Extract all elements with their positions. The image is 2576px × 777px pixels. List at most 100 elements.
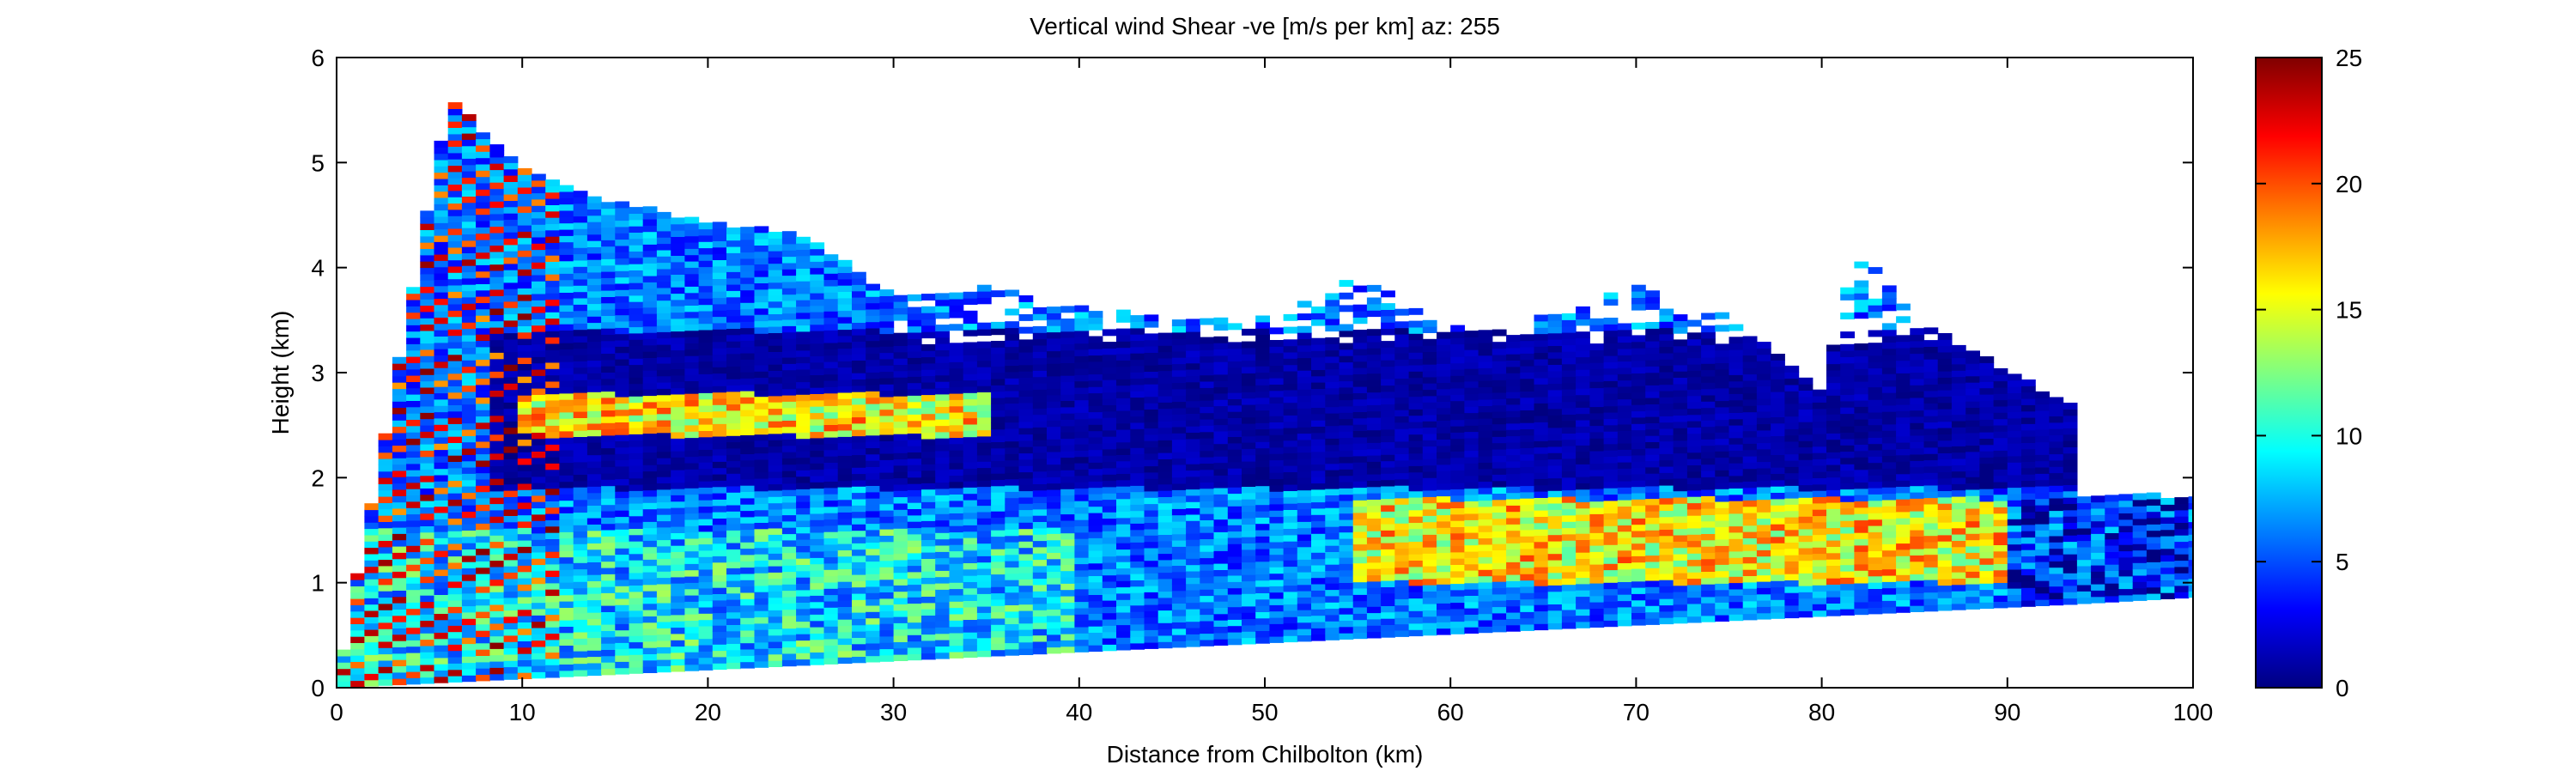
heatmap-cell <box>461 322 477 330</box>
heatmap-cell <box>476 649 490 656</box>
heatmap-cell <box>837 625 853 633</box>
heatmap-cell <box>712 385 727 393</box>
heatmap-cell <box>1269 422 1285 429</box>
heatmap-cell <box>726 334 741 342</box>
heatmap-cell <box>1450 426 1465 433</box>
heatmap-cell <box>866 479 880 486</box>
heatmap-cell <box>406 634 421 640</box>
heatmap-cell <box>1200 469 1215 477</box>
heatmap-cell <box>1227 417 1242 425</box>
heatmap-cell <box>823 355 839 362</box>
heatmap-cell <box>935 595 950 603</box>
heatmap-cell <box>921 319 936 326</box>
heatmap-cell <box>656 356 671 364</box>
heatmap-cell <box>935 646 950 653</box>
heatmap-cell <box>684 531 700 539</box>
heatmap-cell <box>629 666 644 674</box>
heatmap-cell <box>1297 408 1312 416</box>
heatmap-cell <box>350 617 365 624</box>
heatmap-cell <box>1213 537 1229 545</box>
heatmap-cell <box>489 396 505 404</box>
heatmap-cell <box>976 461 992 469</box>
heatmap-cell <box>949 431 964 438</box>
heatmap-cell <box>1130 491 1145 499</box>
heatmap-cell <box>1018 560 1034 568</box>
heatmap-cell <box>1478 607 1493 615</box>
heatmap-cell <box>1171 376 1187 384</box>
heatmap-cell <box>1394 554 1410 562</box>
heatmap-cell <box>1269 629 1285 637</box>
heatmap-cell <box>1464 380 1479 388</box>
heatmap-cell <box>1381 580 1395 587</box>
heatmap-cell <box>1339 544 1354 552</box>
heatmap-cell <box>420 658 435 665</box>
heatmap-cell <box>1422 319 1437 327</box>
heatmap-cell <box>726 309 741 317</box>
heatmap-cell <box>1297 591 1312 598</box>
heatmap-cell <box>1200 576 1215 584</box>
heatmap-cell <box>1130 428 1145 436</box>
heatmap-cell <box>1311 356 1326 364</box>
heatmap-cell <box>837 398 853 406</box>
heatmap-cell <box>642 433 658 440</box>
heatmap-cell <box>350 604 365 612</box>
heatmap-cell <box>1269 491 1285 499</box>
heatmap-cell <box>684 607 700 615</box>
heatmap-cell <box>1116 392 1131 398</box>
heatmap-cell <box>921 590 936 597</box>
heatmap-cell <box>489 541 505 549</box>
heatmap-cell <box>1311 577 1326 585</box>
heatmap-cell <box>712 265 727 273</box>
heatmap-cell <box>1269 484 1285 492</box>
heatmap-cell <box>517 665 532 673</box>
heatmap-cell <box>434 519 449 526</box>
heatmap-cell <box>1311 407 1326 415</box>
heatmap-cell <box>1186 495 1200 502</box>
heatmap-cell <box>684 588 700 596</box>
heatmap-cell <box>1227 455 1242 463</box>
heatmap-cell <box>1074 582 1090 590</box>
heatmap-cell <box>601 264 616 272</box>
heatmap-cell <box>1408 409 1424 416</box>
heatmap-cell <box>1366 341 1382 349</box>
heatmap-cell <box>1297 452 1312 459</box>
heatmap-cell <box>1492 619 1507 627</box>
heatmap-cell <box>879 371 895 379</box>
heatmap-cell <box>476 138 490 146</box>
heatmap-cell <box>921 369 936 377</box>
heatmap-cell <box>559 550 574 558</box>
heatmap-cell <box>935 412 950 420</box>
heatmap-cell <box>1157 427 1173 434</box>
heatmap-cell <box>1297 597 1312 604</box>
heatmap-cell <box>1269 592 1285 599</box>
heatmap-cell <box>447 574 463 582</box>
heatmap-cell <box>781 452 797 458</box>
heatmap-cell <box>503 509 519 516</box>
heatmap-cell <box>559 525 574 532</box>
heatmap-cell <box>893 377 908 384</box>
heatmap-cell <box>963 298 978 305</box>
heatmap-cell <box>461 599 477 607</box>
heatmap-cell <box>671 230 685 237</box>
heatmap-cell <box>796 356 811 364</box>
heatmap-cell <box>656 407 671 415</box>
heatmap-cell <box>601 636 616 644</box>
heatmap-cell <box>601 385 616 392</box>
heatmap-cell <box>1408 616 1424 624</box>
heatmap-cell <box>949 475 964 483</box>
heatmap-cell <box>837 549 853 557</box>
heatmap-cell <box>615 264 630 271</box>
heatmap-cell <box>1352 588 1368 595</box>
heatmap-cell <box>810 380 825 388</box>
heatmap-cell <box>1297 477 1312 484</box>
heatmap-cell <box>629 276 644 283</box>
heatmap-cell <box>1060 564 1075 572</box>
heatmap-cell <box>545 639 560 646</box>
heatmap-cell <box>642 559 658 567</box>
heatmap-cell <box>768 364 783 371</box>
heatmap-cell <box>1422 534 1437 542</box>
heatmap-cell <box>684 450 700 458</box>
heatmap-cell <box>1116 373 1131 379</box>
heatmap-cell <box>893 351 908 359</box>
heatmap-cell <box>378 521 393 529</box>
